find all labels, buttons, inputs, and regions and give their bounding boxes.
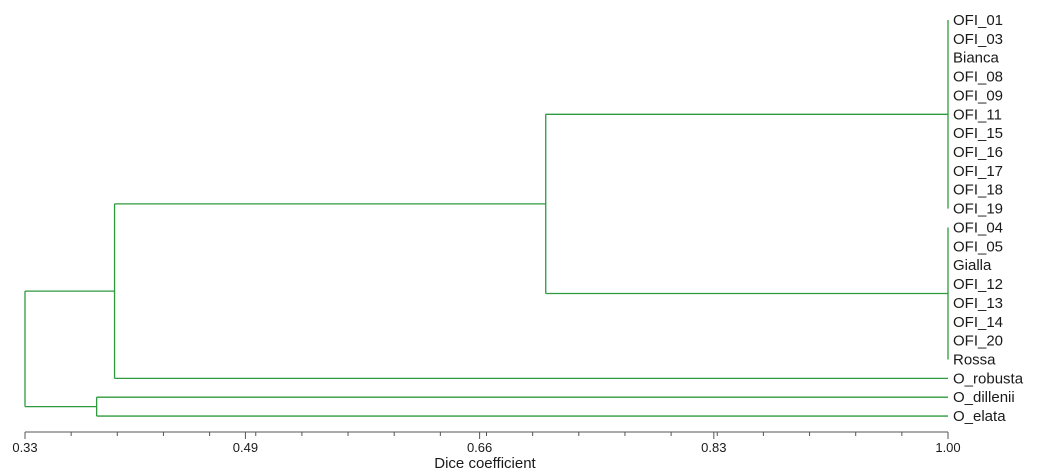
leaf-label: O_robusta — [953, 370, 1024, 387]
x-axis-title: Dice coefficient — [434, 455, 536, 472]
leaf-label: OFI_01 — [953, 12, 1003, 29]
leaf-label: OFI_12 — [953, 276, 1003, 293]
leaf-label: OFI_03 — [953, 31, 1003, 48]
x-tick-label: 1.00 — [935, 440, 960, 455]
x-tick-label: 0.66 — [467, 440, 492, 455]
leaf-label: OFI_15 — [953, 125, 1003, 142]
leaf-label: Gialla — [953, 257, 992, 274]
x-tick-label: 0.83 — [701, 440, 726, 455]
dendrogram-branches — [24, 20, 949, 417]
leaf-label: OFI_18 — [953, 182, 1003, 199]
x-tick-label: 0.33 — [12, 440, 37, 455]
leaf-label: O_elata — [953, 408, 1006, 425]
leaf-label: OFI_19 — [953, 201, 1003, 218]
x-axis: 0.33 0.49 0.66 0.83 1.00 — [12, 431, 961, 455]
leaf-label: OFI_13 — [953, 295, 1003, 312]
leaf-label: Rossa — [953, 351, 996, 368]
leaf-label: O_dillenii — [953, 389, 1015, 406]
leaf-label: OFI_09 — [953, 87, 1003, 104]
leaf-label: OFI_20 — [953, 333, 1003, 350]
leaf-label: OFI_05 — [953, 238, 1003, 255]
leaf-label: Bianca — [953, 50, 1000, 67]
leaf-label: OFI_16 — [953, 144, 1003, 161]
leaf-label: OFI_11 — [953, 106, 1002, 123]
leaf-label: OFI_17 — [953, 163, 1003, 180]
leaf-label: OFI_14 — [953, 314, 1003, 331]
leaf-label: OFI_08 — [953, 69, 1003, 86]
x-tick-label: 0.49 — [233, 440, 258, 455]
leaf-label: OFI_04 — [953, 219, 1003, 236]
